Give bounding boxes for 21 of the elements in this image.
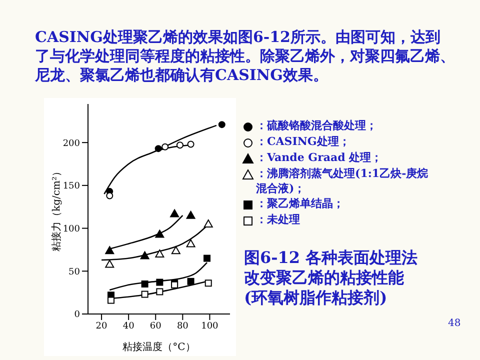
y-axis-title: 粘接力（kg/cm²） — [50, 166, 63, 252]
y-tick-label: 150 — [62, 182, 80, 192]
caption: 图6-12 各种表面处理法改变聚乙烯的粘接性能(环氧树脂作粘接剂) — [244, 248, 419, 308]
text: 48 — [448, 318, 461, 329]
x-tick-label: 60 — [150, 321, 162, 332]
legend-label: ：Vande Graad 处理； — [256, 150, 382, 165]
y-tick-label: 100 — [62, 224, 80, 234]
y-tick-label: 0 — [74, 310, 80, 320]
x-tick-label: 80 — [176, 321, 189, 332]
y-tick-label: 200 — [62, 138, 80, 149]
y-tick-label: 50 — [68, 267, 80, 278]
legend-label: ：CASING处理； — [256, 134, 350, 149]
legend-label: ：沸腾溶剂蒸气处理(1:1乙炔-庚烷混合液)； — [256, 166, 430, 196]
legend-label: ：未处理 — [256, 212, 300, 227]
x-tick-label: 40 — [122, 321, 135, 332]
x-tick-label: 20 — [96, 321, 108, 332]
chart-title: CASING处理聚乙烯的效果如图6-12所示。由图可知，达到了与化学处理同等程度的粘接性。除聚乙烯外，对聚四氟乙烯、尼龙、聚氯乙烯也都确认有CASING效果。 — [35, 28, 455, 85]
x-axis-title: 粘接温度（°C） — [122, 341, 196, 353]
legend-label: ：硫酸铬酸混合酸处理； — [256, 118, 377, 133]
legend-label: ：聚乙烯单结晶； — [256, 196, 344, 211]
x-tick-label: 100 — [201, 321, 219, 332]
